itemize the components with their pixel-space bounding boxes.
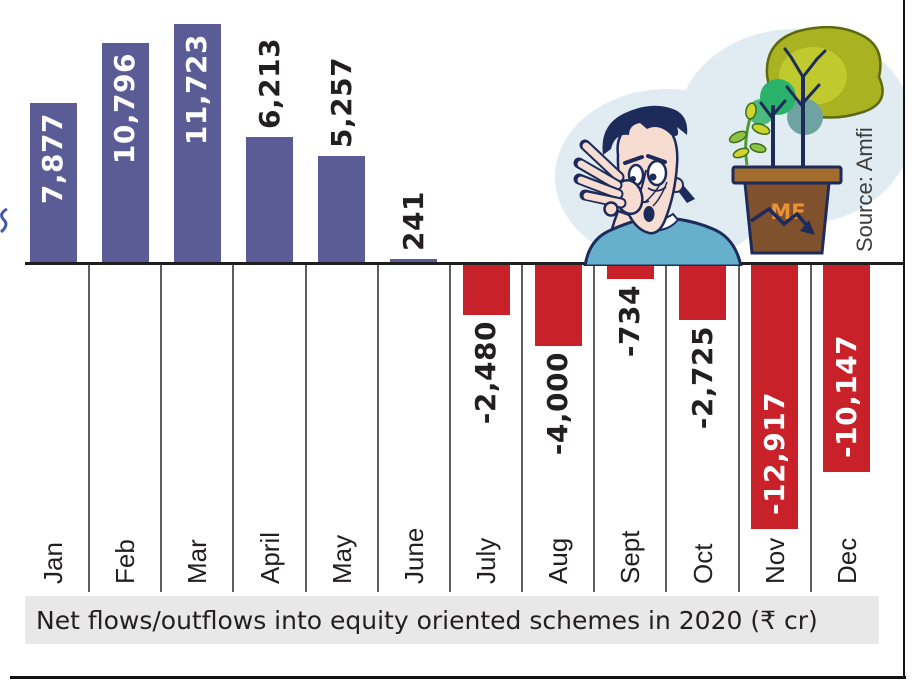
value-label-sept: -734 <box>613 285 647 358</box>
month-label-april: April <box>254 531 285 584</box>
caption-bar: Net flows/outflows into equity oriented … <box>25 596 879 644</box>
column-separator <box>737 264 740 592</box>
column-separator <box>232 264 235 592</box>
column-separator <box>304 264 307 592</box>
frame-border-right <box>903 0 905 678</box>
month-label-july: July <box>471 537 502 584</box>
column-separator <box>665 264 668 592</box>
month-label-mar: Mar <box>182 539 213 584</box>
month-label-dec: Dec <box>831 537 862 584</box>
value-label-oct: -2,725 <box>685 326 719 430</box>
month-label-feb: Feb <box>110 539 141 584</box>
hand-icon <box>573 139 627 217</box>
column-separator <box>809 264 812 592</box>
bar-dec <box>823 264 871 472</box>
month-label-june: June <box>398 527 429 584</box>
frame-border-bottom <box>10 676 906 679</box>
bar-june <box>390 259 438 264</box>
month-label-jan: Jan <box>38 542 68 584</box>
month-label-aug: Aug <box>543 537 574 584</box>
column-separator <box>448 264 451 592</box>
column-separator <box>521 264 524 592</box>
value-label-june: 241 <box>396 191 430 251</box>
value-label-april: 6,213 <box>252 37 286 129</box>
bar-mar <box>173 24 221 264</box>
worried-man-illustration: MF <box>555 25 905 266</box>
chart-title: Net flows/outflows into equity oriented … <box>36 605 818 635</box>
zero-axis-line <box>25 262 904 265</box>
value-label-feb: 10,796 <box>108 53 142 165</box>
value-label-july: -2,480 <box>469 321 503 425</box>
mutual-fund-pot-icon: MF <box>731 165 843 255</box>
bar-oct <box>679 264 727 320</box>
source-credit: Source: Amfi <box>852 127 877 252</box>
month-label-may: May <box>326 534 357 584</box>
cropped-left-edge-glyph <box>0 207 8 234</box>
bar-nov <box>751 264 799 529</box>
month-label-oct: Oct <box>687 543 718 584</box>
bar-jan <box>29 103 77 264</box>
worried-man-icon <box>573 105 743 266</box>
column-separator <box>593 264 596 592</box>
value-label-nov: -12,917 <box>757 391 791 515</box>
down-arrow-icon <box>750 206 815 235</box>
bar-sept <box>606 264 654 279</box>
value-label-jan: 7,877 <box>36 113 69 205</box>
bar-april <box>246 137 293 264</box>
month-label-sept: Sept <box>615 530 646 585</box>
column-separator <box>88 264 91 592</box>
value-label-dec: -10,147 <box>829 334 863 458</box>
column-separator <box>376 264 379 592</box>
month-label-nov: Nov <box>759 537 790 584</box>
bar-aug <box>534 264 582 346</box>
value-label-may: 5,257 <box>324 56 358 148</box>
bar-feb <box>101 43 149 264</box>
value-label-aug: -4,000 <box>541 352 575 456</box>
trees-icon <box>728 25 884 170</box>
column-separator <box>160 264 163 592</box>
bar-may <box>318 156 366 264</box>
value-label-mar: 11,723 <box>180 34 214 146</box>
bar-july <box>462 264 510 315</box>
